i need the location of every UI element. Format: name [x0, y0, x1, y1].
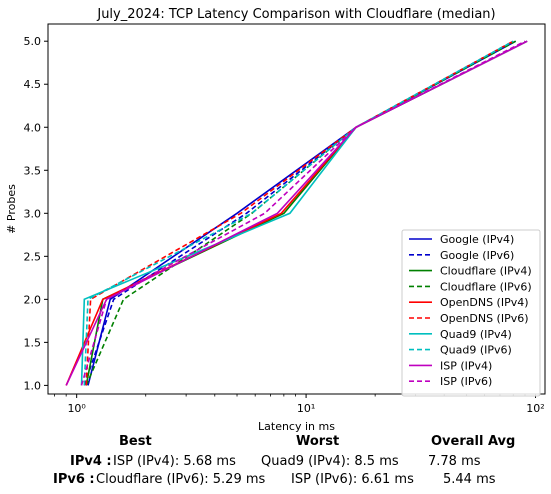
ipv6-avg: 5.44 ms: [443, 472, 496, 487]
x-tick-label: 10²: [526, 402, 544, 415]
legend-label-6: Quad9 (IPv4): [440, 328, 512, 341]
ipv4-avg: 7.78 ms: [428, 454, 481, 469]
worst-header: Worst: [296, 434, 339, 449]
ipv6-best: Cloudflare (IPv6): 5.29 ms: [96, 472, 265, 487]
ipv6-worst: ISP (IPv6): 6.61 ms: [291, 472, 414, 487]
legend-label-9: ISP (IPv6): [440, 375, 492, 388]
y-tick-label: 1.5: [24, 336, 42, 349]
stats-table: Best Worst Overall Avg IPv4 : ISP (IPv4)…: [0, 430, 551, 494]
y-tick-label: 4.0: [24, 121, 42, 134]
legend-label-4: OpenDNS (IPv4): [440, 296, 529, 309]
legend-label-1: Google (IPv6): [440, 249, 514, 262]
y-tick-label: 2.0: [24, 293, 42, 306]
legend-label-7: Quad9 (IPv6): [440, 344, 512, 357]
avg-header: Overall Avg: [431, 434, 515, 449]
legend-label-2: Cloudflare (IPv4): [440, 265, 532, 278]
chart-title: July_2024: TCP Latency Comparison with C…: [96, 7, 495, 22]
ipv6-row-label: IPv6 :: [53, 472, 95, 487]
latency-chart: July_2024: TCP Latency Comparison with C…: [0, 0, 551, 440]
legend-label-3: Cloudflare (IPv6): [440, 280, 532, 293]
y-tick-label: 3.0: [24, 207, 42, 220]
y-tick-label: 5.0: [24, 35, 42, 48]
ipv4-row-label: IPv4 :: [70, 454, 112, 469]
x-tick-label: 10¹: [297, 402, 315, 415]
legend-label-0: Google (IPv4): [440, 233, 514, 246]
legend-label-8: ISP (IPv4): [440, 359, 492, 372]
y-tick-label: 4.5: [24, 78, 42, 91]
y-tick-label: 1.0: [24, 379, 42, 392]
y-tick-label: 3.5: [24, 164, 42, 177]
y-tick-label: 2.5: [24, 250, 42, 263]
legend-label-5: OpenDNS (IPv6): [440, 312, 529, 325]
ipv4-worst: Quad9 (IPv4): 8.5 ms: [261, 454, 399, 469]
y-axis-label: # Probes: [5, 184, 18, 234]
ipv4-best: ISP (IPv4): 5.68 ms: [113, 454, 236, 469]
best-header: Best: [119, 434, 152, 449]
x-tick-label: 10⁰: [67, 402, 86, 415]
